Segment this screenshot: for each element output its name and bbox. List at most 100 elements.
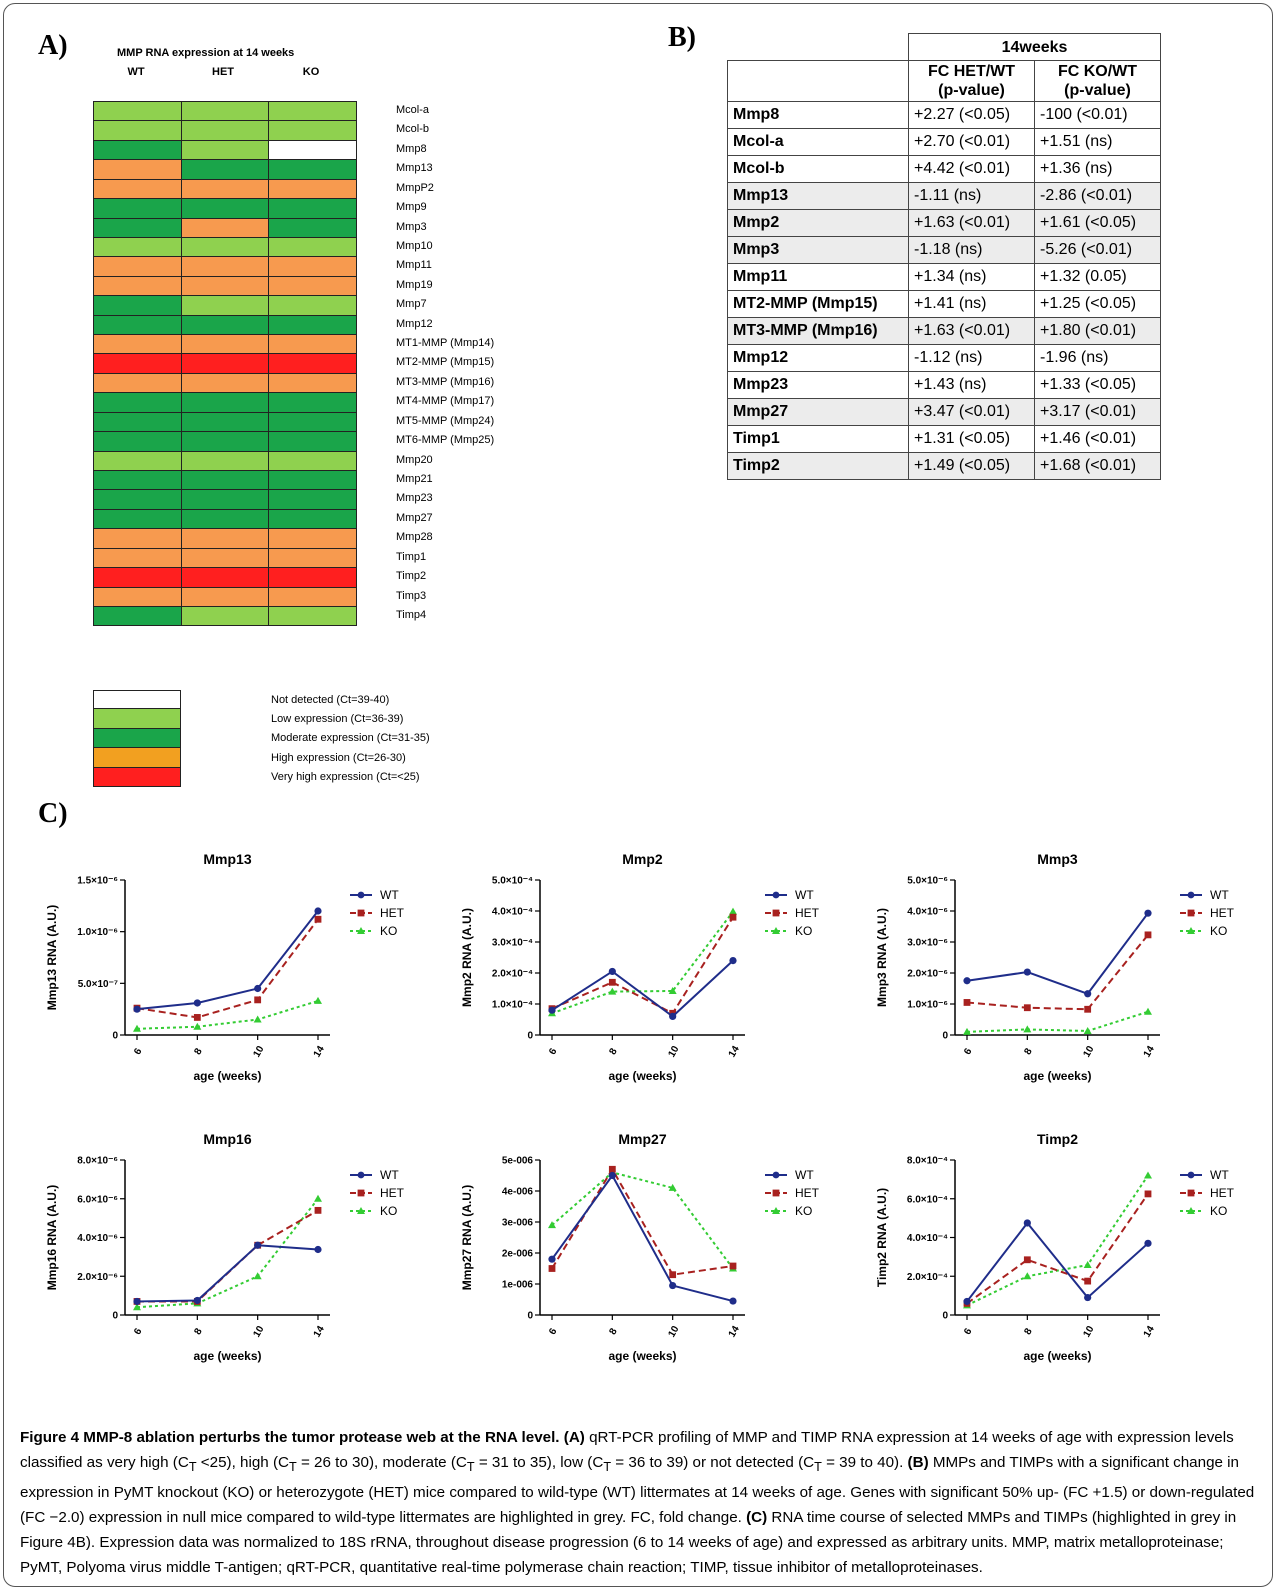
- table-cell-ko: +1.61 (<0.05): [1034, 209, 1161, 237]
- table-col-het-header: FC HET/WT (p-value): [908, 60, 1035, 102]
- data-point-het: [608, 978, 616, 986]
- heatmap-cell: [269, 140, 358, 161]
- data-point-ko: [133, 1024, 141, 1032]
- heatmap-col-wt: WT: [127, 66, 145, 78]
- caption-title: Figure 4 MMP-8 ablation perturbs the tum…: [20, 1429, 560, 1446]
- series-line-het: [136, 918, 319, 1019]
- heatmap-cell: [269, 432, 358, 452]
- data-point-wt: [669, 1012, 677, 1020]
- heatmap-cell: [94, 587, 182, 607]
- table-cell-gene: MT3-MMP (Mmp16): [727, 317, 909, 345]
- heatmap-cell: [94, 354, 182, 374]
- heatmap-row: [94, 160, 358, 180]
- heatmap-gene-label: Mmp12: [396, 317, 433, 330]
- heatmap-gene-label: Mcol-b: [396, 123, 430, 136]
- legend-marker-ko: [357, 927, 365, 934]
- panel-a-label: A): [38, 30, 68, 61]
- heatmap-cell: [94, 529, 182, 549]
- legend-label-ko: KO: [1210, 1204, 1227, 1218]
- legend-label-wt: WT: [1210, 888, 1229, 902]
- heatmap-gene-label: Mmp13: [396, 162, 433, 175]
- y-tick-label: 5e-006: [502, 1156, 534, 1167]
- legend-marker-wt: [772, 1171, 780, 1179]
- legend-label: Not detected (Ct=39-40): [271, 693, 390, 706]
- legend-label-het: HET: [380, 1186, 405, 1200]
- y-tick-label: 8.0×10⁻⁶: [77, 1156, 118, 1167]
- y-axis-label: Mmp2 RNA (A.U.): [460, 908, 474, 1007]
- legend-item: Very high expression (Ct=<25): [93, 767, 430, 787]
- x-tick-label: 6: [547, 1046, 560, 1057]
- panel-c-label: C): [38, 798, 68, 829]
- heatmap-cell: [94, 102, 182, 122]
- table-cell-het: +2.27 (<0.05): [908, 101, 1035, 129]
- table-cell-ko: +1.25 (<0.05): [1034, 290, 1161, 318]
- heatmap-cell: [181, 296, 270, 316]
- data-point-ko: [729, 907, 737, 915]
- chart-title: Mmp3: [1037, 851, 1078, 867]
- data-point-ko: [253, 1272, 262, 1280]
- heatmap-cell: [269, 199, 358, 219]
- table-cell-het: +4.42 (<0.01): [908, 155, 1035, 183]
- legend-swatch: [93, 690, 181, 710]
- heatmap-row: [94, 568, 358, 588]
- x-tick-label: 8: [192, 1046, 205, 1057]
- data-point-het: [193, 1014, 201, 1021]
- table-row: Timp2 +1.49 (<0.05) +1.68 (<0.01): [727, 452, 1161, 480]
- heatmap-cell: [94, 160, 182, 180]
- heatmap-cell: [269, 335, 358, 355]
- data-point-het: [1084, 1005, 1092, 1013]
- heatmap-cell: [269, 412, 358, 433]
- data-point-wt: [729, 957, 737, 965]
- heatmap-gene-label: Mmp28: [396, 531, 433, 544]
- heatmap-cell: [181, 373, 270, 394]
- heatmap-cell: [94, 237, 182, 258]
- data-point-wt: [133, 1005, 141, 1013]
- legend-label-ko: KO: [795, 924, 812, 938]
- data-point-wt: [548, 1006, 556, 1014]
- heatmap-gene-label: Timp4: [396, 608, 427, 621]
- heatmap-cell: [181, 237, 270, 258]
- data-point-ko: [1083, 1261, 1092, 1269]
- heatmap-row: [94, 393, 358, 413]
- legend-label-wt: WT: [1210, 1168, 1229, 1182]
- data-point-wt: [963, 977, 971, 985]
- caption-sub-t5: T: [814, 1460, 822, 1475]
- legend-swatch: [93, 748, 181, 768]
- table-cell-het: +1.34 (ns): [908, 263, 1035, 291]
- y-tick-label: 5.0×10⁻⁴: [492, 876, 533, 887]
- table-cell-gene: Mmp8: [727, 101, 909, 129]
- heatmap-cell: [269, 393, 358, 413]
- x-tick-label: 10: [251, 1324, 266, 1340]
- data-point-wt: [1023, 1219, 1031, 1227]
- data-point-ko: [1023, 1272, 1032, 1280]
- x-axis-label: age (weeks): [1023, 1069, 1091, 1083]
- legend-label-wt: WT: [380, 888, 399, 902]
- legend-marker-het: [772, 1189, 780, 1197]
- series-line-wt: [966, 1221, 1149, 1303]
- y-tick-label: 1.0×10⁻⁶: [907, 1000, 948, 1011]
- table-cell-gene: Mcol-b: [727, 155, 909, 183]
- line-chart-mmp3: Mmp3 0 1.0×10⁻⁶ 2.0×10⁻⁶ 3.0×10⁻⁶ 4.0×10⁻⁶ 5.0…: [875, 851, 1235, 1083]
- heatmap-cell: [181, 335, 270, 355]
- y-tick-label: 2.0×10⁻⁴: [492, 969, 533, 980]
- y-tick-label: 5.0×10⁻⁷: [78, 979, 118, 990]
- heatmap-cell: [181, 160, 270, 180]
- data-point-ko: [608, 987, 617, 995]
- heatmap-cell: [181, 529, 270, 549]
- heatmap-gene-label: Timp3: [396, 589, 427, 602]
- series-line-wt: [136, 910, 319, 1011]
- heatmap-gene-label: Mcol-a: [396, 104, 430, 116]
- heatmap-cell: [94, 568, 182, 588]
- legend-marker-het: [772, 909, 780, 917]
- y-tick-label: 4.0×10⁻⁴: [907, 1233, 948, 1244]
- heatmap-cell: [181, 315, 270, 336]
- heatmap-row: [94, 276, 358, 297]
- heatmap-cell: [269, 606, 358, 627]
- fold-change-table: 14weeks FC HET/WT (p-value) FC KO/WT (p-va…: [727, 33, 1161, 480]
- heatmap-gene-labels: Mcol-a Mcol-b Mmp8 Mmp13 MmpP2 Mmp9 Mmp3 Mmp10 M…: [396, 101, 494, 625]
- table-cell-ko: +3.17 (<0.01): [1034, 398, 1161, 426]
- series-line-het: [137, 1209, 319, 1303]
- heatmap-row: [94, 373, 358, 394]
- legend-marker-wt: [357, 1171, 365, 1179]
- legend-label-het: HET: [1210, 906, 1235, 920]
